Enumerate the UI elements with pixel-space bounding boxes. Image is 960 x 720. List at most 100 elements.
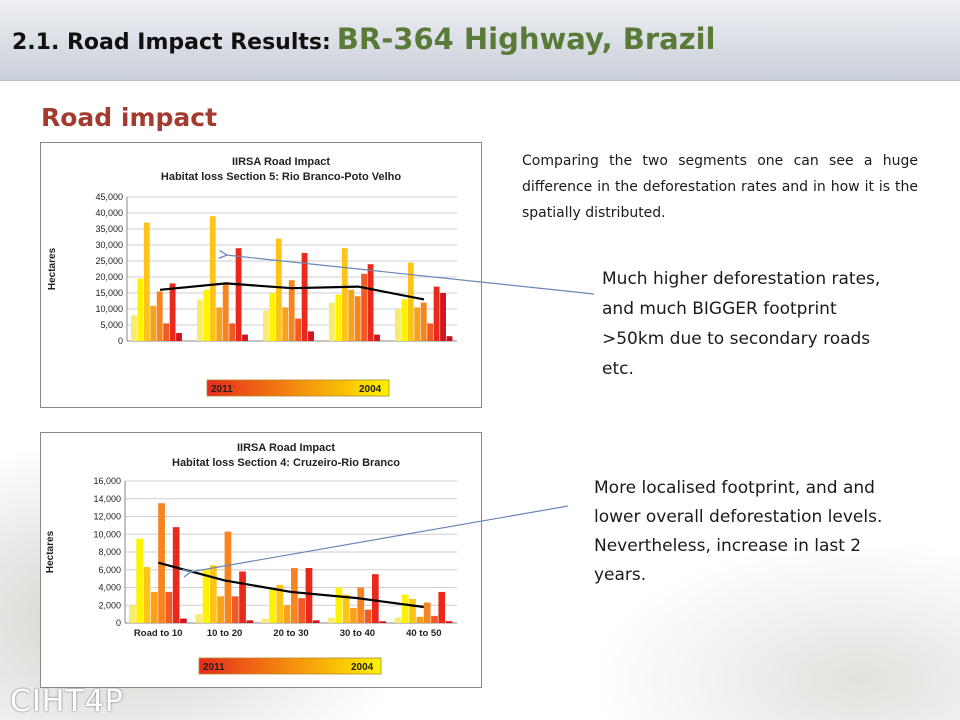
section-4-callout: More localised footprint, and and lower … — [594, 478, 883, 585]
bar — [438, 591, 446, 623]
bar — [137, 278, 144, 341]
y-tick-label: 6,000 — [98, 565, 121, 575]
y-axis-label: Hectares — [47, 247, 58, 290]
bar — [180, 618, 187, 623]
bar — [431, 615, 438, 623]
legend-bar — [206, 379, 390, 397]
bar — [379, 621, 386, 623]
bar — [143, 222, 150, 341]
title-main: BR-364 Highway, Brazil — [336, 22, 716, 56]
bar — [195, 614, 203, 623]
y-tick-label: 0 — [118, 336, 123, 346]
bar — [295, 318, 302, 341]
logo-text: CIHT — [10, 684, 85, 719]
trend-line — [159, 282, 425, 301]
y-tick-label: 10,000 — [93, 529, 121, 539]
y-tick-label: 35,000 — [95, 224, 123, 234]
bar — [298, 598, 305, 623]
bar — [416, 616, 424, 623]
bar — [350, 607, 357, 623]
x-tick-label: Road to 10 — [134, 628, 183, 639]
callout-arrow-top — [226, 255, 595, 295]
bar — [335, 294, 342, 341]
bar — [348, 289, 355, 341]
bar — [409, 599, 416, 623]
bar — [440, 293, 446, 341]
bar — [197, 299, 203, 341]
chart-subtitle: Habitat loss Section 5: Rio Branco-Poto … — [161, 171, 401, 183]
bar — [224, 531, 232, 623]
bar — [427, 323, 434, 341]
x-tick-label: 10 to 20 — [207, 628, 242, 639]
bar — [210, 565, 217, 623]
bar — [291, 567, 298, 623]
y-tick-label: 20,000 — [95, 272, 123, 282]
bar — [367, 264, 374, 341]
title-bar: 2.1. Road Impact Results: BR-364 Highway,… — [0, 0, 960, 81]
section-5-callout: Much higher deforestation rates, and muc… — [602, 269, 881, 379]
bar — [229, 323, 236, 341]
bar — [235, 248, 242, 341]
chart-section-4: IIRSA Road Impact Habitat loss Section 4:… — [40, 432, 482, 688]
y-tick-label: 14,000 — [93, 494, 121, 504]
y-axis-label: Hectares — [45, 530, 56, 573]
bar — [202, 569, 210, 623]
bar — [131, 315, 137, 341]
chart-subtitle: Habitat loss Section 4: Cruzeiro-Rio Bra… — [172, 457, 400, 469]
chart-title: IIRSA Road Impact — [237, 442, 335, 454]
bar — [176, 333, 182, 341]
bar — [246, 620, 254, 623]
title-prefix: 2.1. Road Impact Results: — [12, 30, 331, 55]
bar — [163, 323, 170, 341]
legend-left-label: 2011 — [203, 662, 225, 673]
bar — [401, 594, 409, 623]
legend-bar — [198, 657, 382, 675]
bar — [395, 309, 401, 341]
bar — [372, 574, 379, 623]
bar — [203, 289, 210, 341]
subheading: Road impact — [41, 103, 218, 132]
bar — [312, 620, 320, 623]
bar — [335, 587, 343, 623]
logo-mark: 4P — [84, 684, 124, 719]
bar — [364, 609, 372, 623]
y-tick-label: 30,000 — [95, 240, 123, 250]
y-tick-label: 4,000 — [98, 583, 121, 593]
bar — [283, 605, 291, 623]
bar — [374, 334, 380, 341]
y-tick-label: 5,000 — [100, 320, 123, 330]
bar — [275, 238, 282, 341]
bar — [136, 538, 143, 623]
chart-section-5-svg: IIRSA Road Impact Habitat loss Section 5:… — [47, 156, 457, 397]
y-tick-label: 45,000 — [95, 192, 123, 202]
bar — [407, 262, 414, 341]
bar — [305, 567, 313, 623]
callout-arrow-bottom — [190, 505, 569, 572]
ciht-logo: CIHT4P — [10, 684, 124, 719]
bar — [341, 248, 348, 341]
bar — [129, 605, 136, 623]
y-tick-label: 2,000 — [98, 600, 121, 610]
y-tick-label: 40,000 — [95, 208, 123, 218]
bar — [165, 591, 173, 623]
bar — [401, 299, 408, 341]
bar — [150, 591, 158, 623]
legend-left-label: 2011 — [211, 384, 233, 395]
bar — [288, 280, 295, 341]
bar — [445, 621, 453, 623]
bar — [209, 216, 216, 341]
bar — [261, 618, 269, 623]
trend-line — [157, 561, 424, 609]
chart-section-5: IIRSA Road Impact Habitat loss Section 5:… — [40, 142, 482, 408]
bar — [231, 596, 239, 623]
bar — [239, 571, 246, 623]
bar — [217, 596, 224, 623]
bar — [216, 307, 223, 341]
legend-right-label: 2004 — [359, 384, 382, 395]
bar — [269, 293, 276, 341]
bar — [269, 589, 276, 623]
bar — [156, 291, 163, 341]
bar — [342, 594, 350, 623]
x-tick-label: 40 to 50 — [406, 628, 441, 639]
